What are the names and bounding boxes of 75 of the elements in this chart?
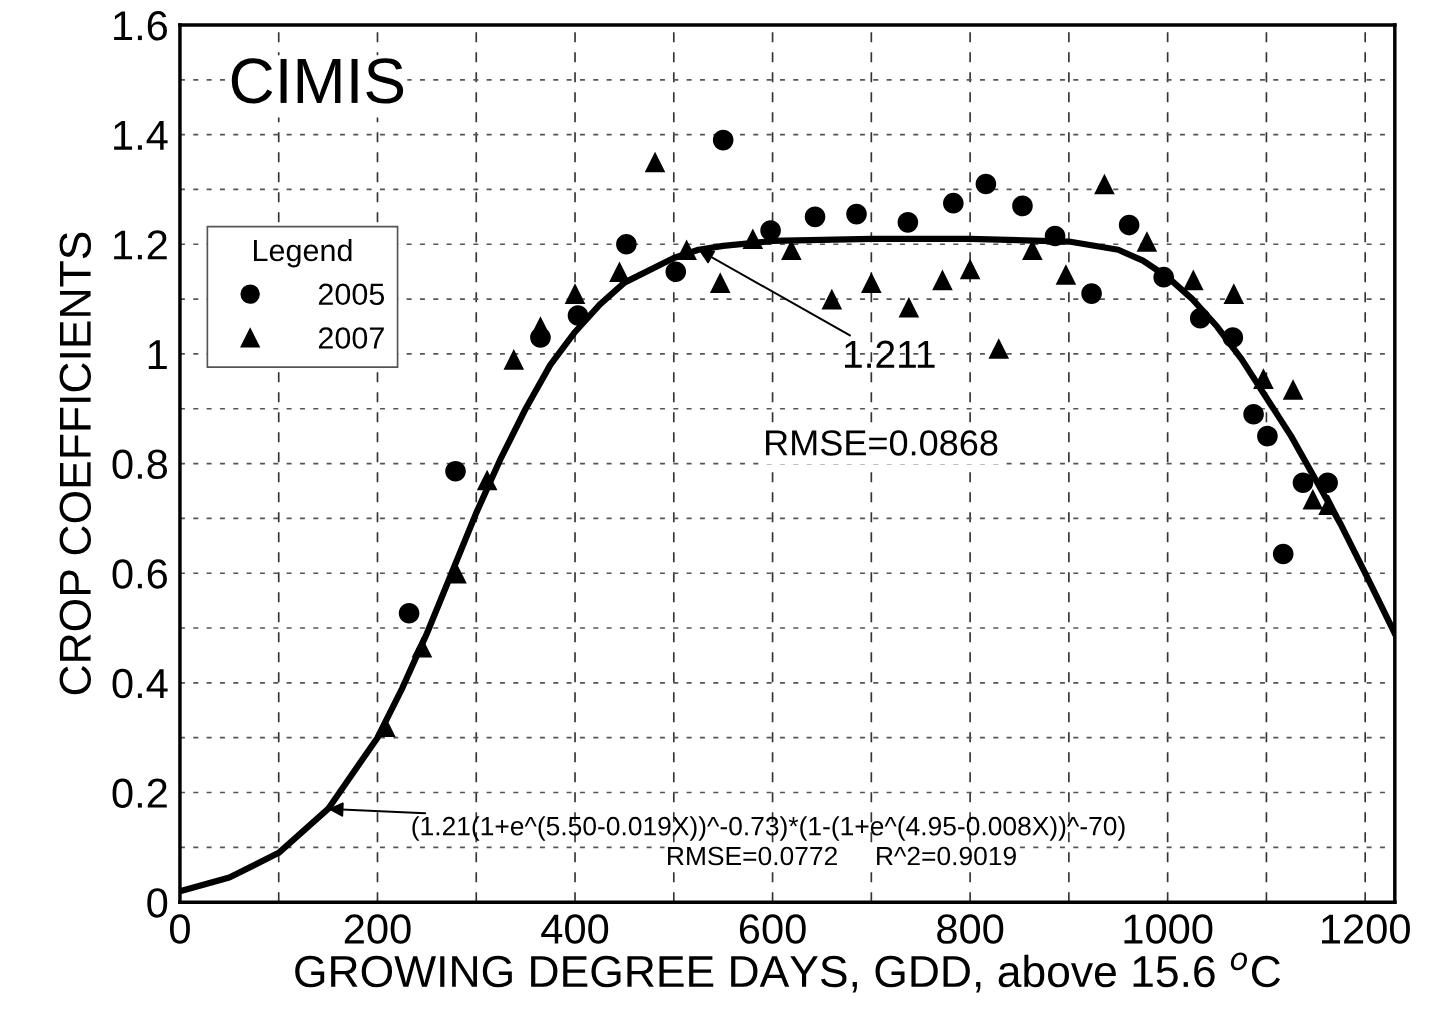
annotation: RMSE=0.0772 R^2=0.9019 (668, 846, 1016, 866)
point (975, 173, 997, 195)
point (1223, 283, 1245, 304)
x-tick-label: 1200 (1322, 914, 1410, 944)
x-tick-label: 600 (739, 914, 806, 944)
point (1055, 264, 1077, 285)
point (503, 349, 525, 370)
x-axis-title: GROWING DEGREE DAYS, GDD, above 15.6 $^{o}$C (295, 952, 1281, 993)
point (1183, 269, 1204, 291)
point (1318, 494, 1339, 515)
point (943, 192, 964, 214)
point (897, 212, 919, 233)
legend-label: 2005 (318, 283, 385, 306)
y-tick-label: 1 (148, 340, 167, 370)
point (846, 203, 867, 225)
point (1222, 327, 1244, 348)
point (609, 261, 630, 282)
point (1118, 214, 1140, 236)
point (1257, 425, 1278, 447)
point (1292, 472, 1314, 494)
point (1012, 195, 1033, 217)
point (1302, 488, 1324, 510)
point (644, 151, 666, 173)
point (742, 228, 764, 250)
x-tick-label: 200 (344, 914, 411, 944)
annotation: RMSE=0.0868 (766, 430, 998, 456)
point (1094, 173, 1115, 195)
y-tick-label: 0.6 (112, 559, 168, 589)
point (445, 460, 466, 482)
legend-label: 2007 (318, 327, 384, 349)
point (709, 272, 731, 293)
y-axis-title: CROP COEFFICIENTS (59, 232, 92, 695)
point (932, 269, 953, 291)
y-tick-label: 1.4 (114, 121, 168, 150)
point (1253, 368, 1274, 389)
y-tick-label: 0 (147, 888, 168, 918)
point (616, 233, 637, 255)
x-tick-label: 400 (541, 914, 609, 944)
point (1282, 379, 1304, 400)
point (821, 288, 843, 310)
y-tick-label: 0.8 (112, 449, 168, 480)
legend-title: Legend (254, 238, 352, 268)
point (567, 305, 589, 326)
point (1081, 283, 1102, 304)
point (1317, 472, 1338, 494)
point (1189, 307, 1211, 329)
point (959, 258, 981, 280)
y-tick-label: 1.6 (114, 10, 168, 41)
x-tick-label: 1000 (1124, 914, 1213, 944)
annotation: 1.211 (845, 340, 935, 368)
y-tick-label: 0.4 (112, 668, 168, 699)
point (1243, 403, 1264, 425)
point (988, 338, 1010, 359)
point (411, 636, 433, 658)
point (398, 602, 420, 624)
point (804, 206, 826, 228)
point (665, 261, 687, 282)
point (760, 220, 781, 241)
point (530, 316, 551, 337)
point (712, 129, 734, 151)
point (564, 283, 586, 304)
x-tick-label: 0 (169, 914, 190, 944)
point (898, 297, 920, 318)
point (1136, 231, 1158, 252)
point (1153, 266, 1174, 288)
point (676, 239, 697, 261)
point (1044, 225, 1066, 247)
point (1272, 543, 1294, 565)
annotation: CIMIS (231, 58, 404, 104)
x-tick-label: 800 (937, 914, 1004, 944)
annotation: (1.21(1+e^(5.50-0.019X))^-0.73)*(1-(1+e^(4.95-0.008X))^-70) (412, 816, 1125, 841)
point (861, 272, 882, 293)
y-tick-label: 0.2 (112, 778, 167, 809)
y-tick-label: 1.2 (114, 230, 167, 260)
point (476, 469, 498, 491)
